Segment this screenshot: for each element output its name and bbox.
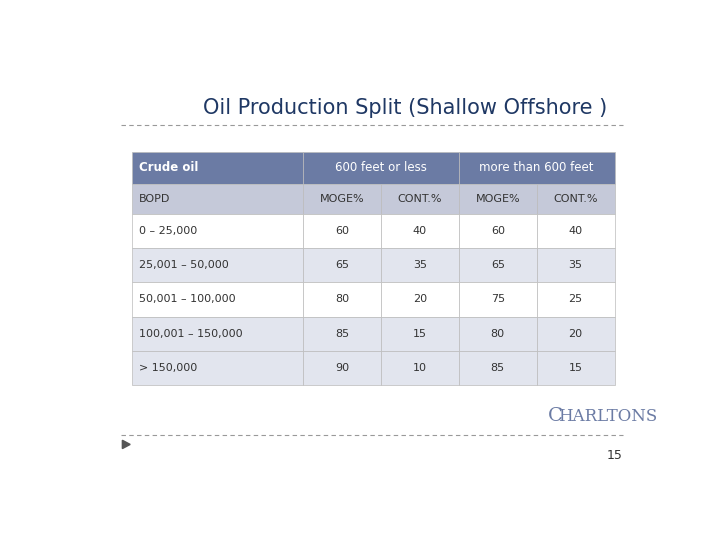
Bar [132,248,303,282]
Text: 60: 60 [491,226,505,236]
Bar [132,214,303,248]
Text: Oil Production Split (Shallow Offshore ): Oil Production Split (Shallow Offshore ) [203,98,608,118]
Bar [459,282,536,316]
Text: more than 600 feet: more than 600 feet [480,161,594,174]
Bar [381,248,459,282]
Bar [303,214,381,248]
Text: 80: 80 [335,294,349,305]
Text: 100,001 – 150,000: 100,001 – 150,000 [138,329,242,339]
Bar [132,152,303,184]
Text: 60: 60 [335,226,349,236]
Text: 90: 90 [335,363,349,373]
Text: 15: 15 [607,449,623,462]
Text: 15: 15 [413,329,427,339]
Text: 35: 35 [413,260,427,270]
Text: Crude oil: Crude oil [138,161,198,174]
Text: 50,001 – 100,000: 50,001 – 100,000 [138,294,235,305]
Text: 25: 25 [569,294,582,305]
Bar [459,214,536,248]
Text: 600 feet or less: 600 feet or less [335,161,427,174]
Text: BOPD: BOPD [138,194,170,204]
Text: HARLTONS: HARLTONS [557,408,657,424]
Bar [303,184,381,214]
Text: > 150,000: > 150,000 [138,363,197,373]
Bar [536,351,615,385]
Bar [536,248,615,282]
Bar [132,316,303,351]
Bar [303,351,381,385]
Text: 40: 40 [569,226,582,236]
Text: 85: 85 [491,363,505,373]
Text: C: C [547,407,562,425]
Polygon shape [122,440,130,449]
Text: CONT.%: CONT.% [554,194,598,204]
Bar [459,152,615,184]
Bar [381,282,459,316]
Bar [132,282,303,316]
Bar [536,214,615,248]
Bar [132,351,303,385]
Bar [459,184,536,214]
Text: CONT.%: CONT.% [397,194,442,204]
Text: 65: 65 [491,260,505,270]
Bar [459,248,536,282]
Text: MOGE%: MOGE% [320,194,364,204]
Text: 35: 35 [569,260,582,270]
Bar [381,184,459,214]
Text: MOGE%: MOGE% [475,194,520,204]
Bar [303,282,381,316]
Text: 25,001 – 50,000: 25,001 – 50,000 [138,260,228,270]
Bar [303,152,459,184]
Bar [303,248,381,282]
Text: 20: 20 [569,329,582,339]
Bar [536,316,615,351]
Text: 10: 10 [413,363,427,373]
Bar [381,316,459,351]
Text: 85: 85 [335,329,349,339]
Bar [132,184,303,214]
Bar [381,214,459,248]
Bar [459,316,536,351]
Text: 15: 15 [569,363,582,373]
Text: 0 – 25,000: 0 – 25,000 [138,226,197,236]
Bar [303,316,381,351]
Text: 65: 65 [335,260,349,270]
Bar [536,282,615,316]
Text: 80: 80 [491,329,505,339]
Text: 40: 40 [413,226,427,236]
Bar [459,351,536,385]
Bar [536,184,615,214]
Bar [381,351,459,385]
Text: 75: 75 [491,294,505,305]
Text: 20: 20 [413,294,427,305]
